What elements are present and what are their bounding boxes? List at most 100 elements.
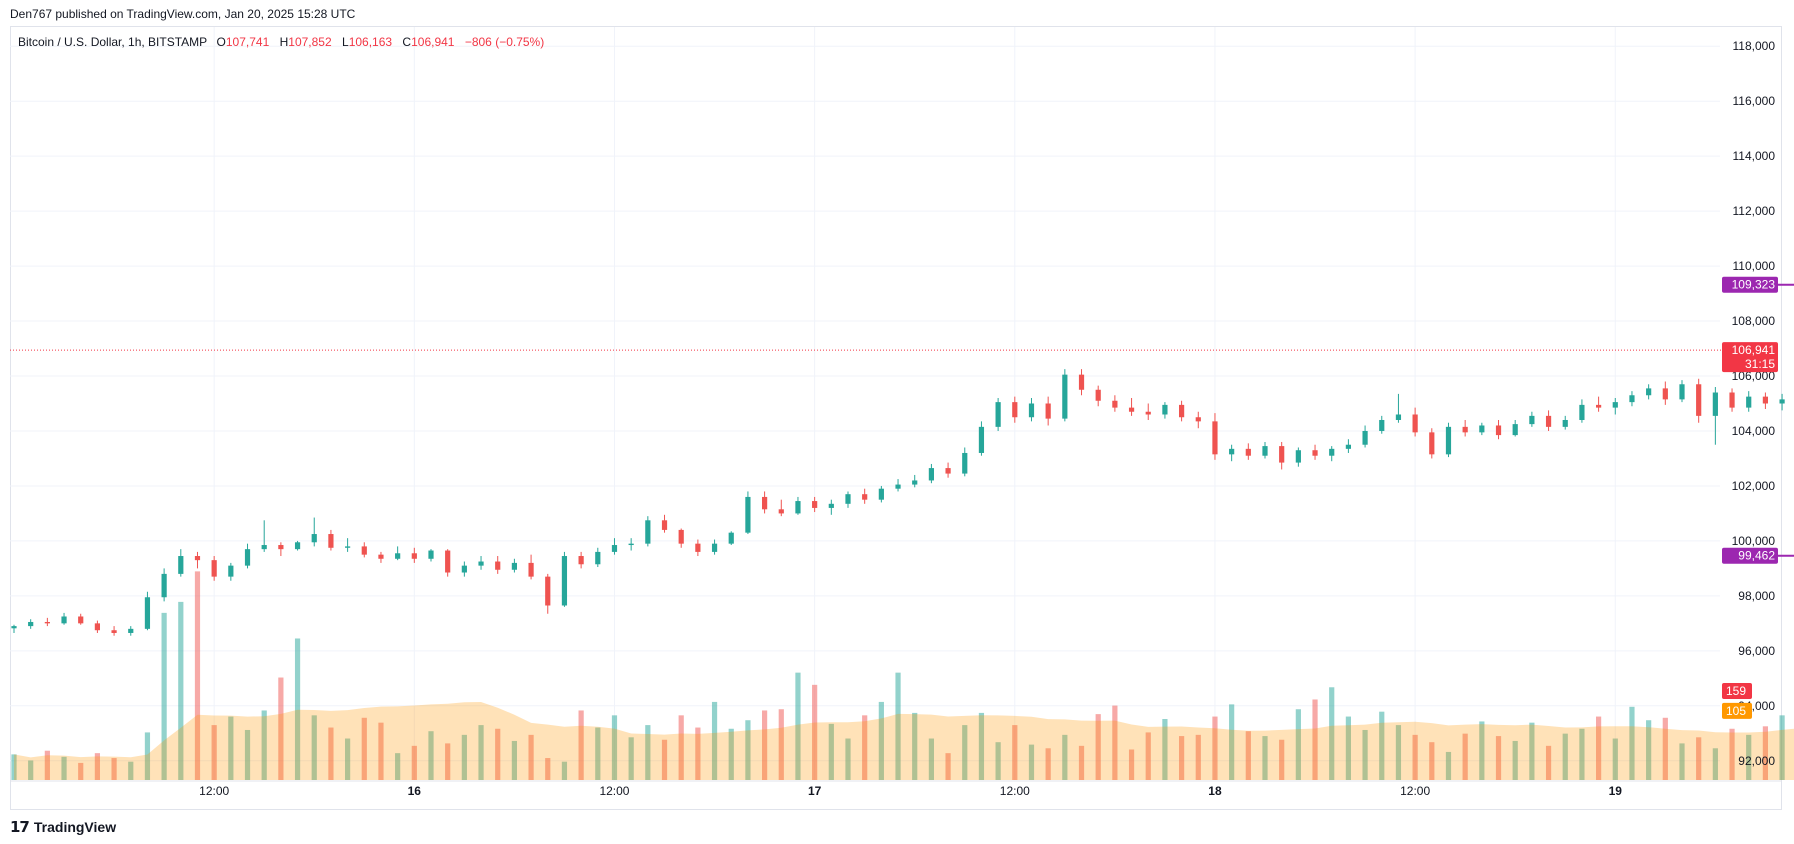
volume-bar: [1245, 731, 1251, 780]
volume-bar: [695, 727, 701, 780]
volume-bar: [128, 761, 134, 780]
candle: [1729, 392, 1735, 408]
volume-bar: [912, 712, 918, 780]
candle: [1679, 384, 1685, 400]
candle: [161, 573, 167, 598]
candle: [962, 452, 968, 474]
candle: [378, 554, 384, 559]
candle: [78, 616, 84, 624]
candle: [328, 534, 334, 548]
candle: [995, 402, 1001, 427]
candle: [395, 553, 401, 559]
volume-bar: [661, 739, 668, 780]
candle: [1529, 415, 1535, 425]
volume-bar: [44, 750, 50, 780]
candle: [1329, 448, 1335, 456]
candle: [1162, 404, 1168, 415]
candle: [294, 542, 301, 550]
volume-bar: [511, 740, 517, 780]
candle: [695, 543, 701, 552]
candle: [895, 484, 901, 489]
support-tag-bg: [1722, 547, 1778, 564]
volume-bar: [495, 728, 501, 780]
candle: [445, 550, 451, 573]
volume-bar: [595, 727, 601, 780]
time-tick-label: 12:00: [199, 784, 229, 798]
volume-bar: [78, 762, 84, 780]
volume-bar: [711, 701, 718, 780]
candle: [528, 562, 534, 577]
candle: [1062, 374, 1068, 419]
candle: [1028, 403, 1035, 418]
volume-bar: [1512, 740, 1518, 780]
volume-bar: [1479, 721, 1485, 780]
candle: [828, 503, 834, 508]
volume-bar: [461, 734, 467, 780]
volume-bar: [995, 742, 1001, 780]
candle: [61, 616, 67, 624]
tradingview-logo-icon: 𝟭𝟳: [10, 819, 30, 836]
resistance-tag: 109,323: [1732, 278, 1776, 292]
volume-bar: [411, 745, 417, 780]
close-value: 106,941: [411, 35, 455, 49]
candle: [1245, 448, 1251, 456]
volume-bar: [645, 725, 651, 780]
volume-bar: [528, 734, 534, 780]
volume-bar: [111, 758, 117, 780]
candle: [1662, 388, 1668, 400]
candle: [628, 543, 634, 546]
tradingview-footer[interactable]: 𝟭𝟳 TradingView: [10, 818, 116, 836]
volume-bar: [1746, 734, 1752, 780]
candle: [1545, 415, 1552, 427]
candle: [1629, 395, 1635, 403]
volume-bar: [628, 737, 634, 780]
time-tick-label: 19: [1609, 784, 1623, 798]
time-axis: 12:001612:001712:001812:001912:002012:00…: [10, 780, 1782, 798]
candle: [1279, 446, 1285, 463]
volume-bar: [795, 672, 801, 780]
change-value: −806 (−0.75%): [464, 35, 545, 49]
volume-bar: [1279, 739, 1285, 780]
volume-bar: [1362, 729, 1368, 780]
volume-bar: [294, 638, 301, 780]
time-tick-label: 17: [808, 784, 822, 798]
candle: [978, 426, 985, 453]
candle: [795, 501, 801, 514]
volume-bar: [578, 710, 584, 780]
volume-bar: [244, 729, 251, 780]
price-tick-label: 110,000: [1733, 259, 1776, 273]
volume-tag: 159: [1726, 684, 1746, 698]
time-tick-label: 12:00: [1000, 784, 1030, 798]
volume-bar: [11, 754, 17, 780]
countdown-tag: 31:15: [1745, 357, 1775, 371]
candle: [1345, 444, 1351, 449]
price-tick-label: 114,000: [1733, 149, 1776, 163]
candle: [1128, 407, 1135, 412]
candle: [1712, 392, 1718, 416]
candle: [511, 562, 517, 570]
volume-bar: [61, 756, 67, 780]
volume-bar: [928, 738, 934, 780]
volume-ma-area: [14, 702, 1794, 780]
volume-bar: [962, 725, 968, 780]
volume-bar: [561, 761, 568, 780]
candle: [1596, 404, 1602, 408]
volume-bar: [1012, 725, 1018, 780]
candle: [1229, 448, 1235, 455]
candle: [495, 561, 501, 570]
volume-bar: [1646, 720, 1652, 780]
candle: [778, 509, 784, 514]
candle: [745, 496, 751, 533]
volume-bar: [878, 701, 884, 780]
candle: [261, 545, 267, 550]
volume-bar: [545, 758, 551, 780]
candle: [1779, 399, 1785, 404]
candle: [1212, 421, 1218, 455]
candle: [1429, 432, 1435, 455]
volume-bar: [745, 720, 751, 780]
candle: [111, 630, 117, 633]
time-tick-label: 18: [1208, 784, 1222, 798]
candle: [144, 597, 151, 629]
